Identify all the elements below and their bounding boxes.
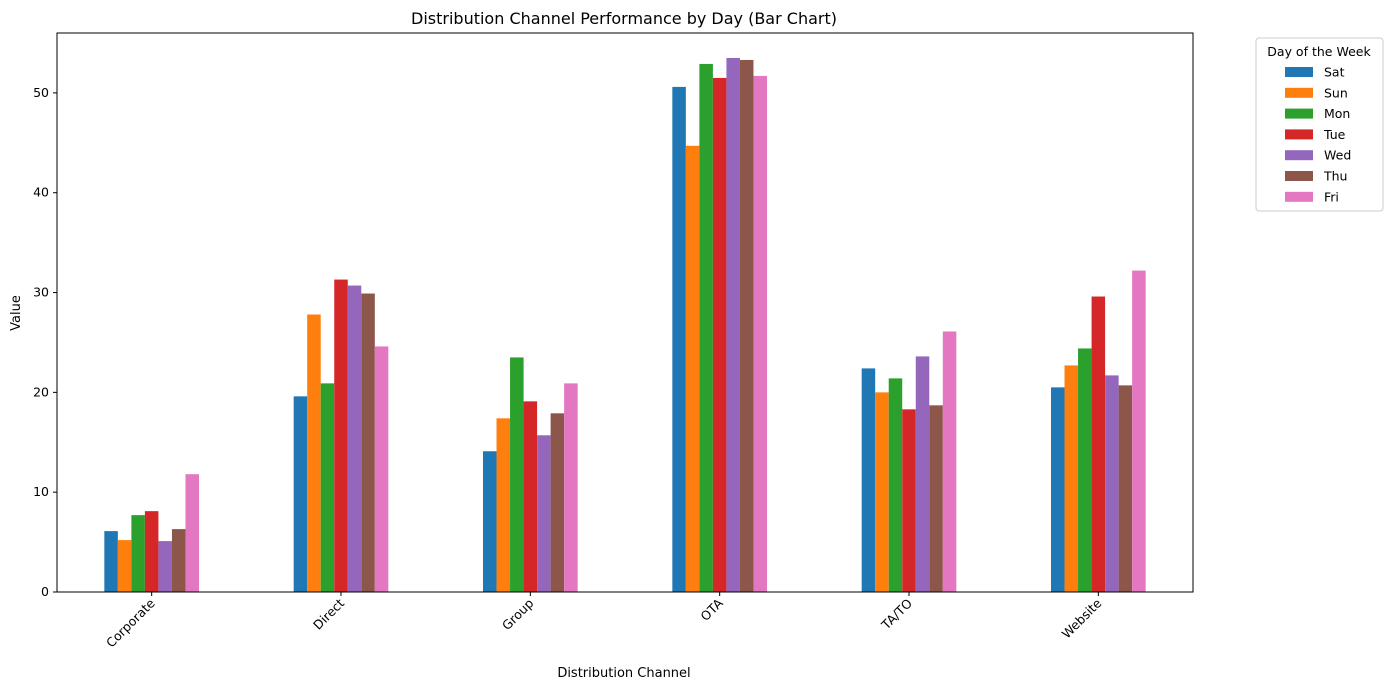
legend-label-tue: Tue [1323,127,1346,142]
bar-sat-direct [293,396,308,592]
bar-sun-ta-to [875,392,889,592]
legend-swatch-sun [1285,87,1313,98]
legend-swatch-mon [1285,108,1313,119]
bar-sat-ota [672,86,686,593]
y-axis-label: Value [9,295,24,331]
bar-mon-group [510,357,524,592]
bar-thu-ota [739,59,754,592]
y-tick-label: 10 [33,484,49,499]
plot-frame [56,32,1194,593]
bar-sun-direct [307,314,321,592]
x-tick-label: TA/TO [878,595,916,633]
legend-swatch-wed [1285,150,1313,161]
bar-sun-website [1064,365,1079,592]
bar-sat-ta-to [861,368,876,592]
legend-label-sat: Sat [1324,65,1345,80]
y-tick-label: 40 [33,185,49,200]
bar-sat-corporate [104,531,118,592]
bar-tue-corporate [144,511,159,592]
legend-label-wed: Wed [1324,148,1351,163]
x-axis-label: Distribution Channel [557,666,690,681]
bar-mon-ota [699,63,713,592]
bar-tue-ota [712,77,727,593]
y-tick-label: 30 [33,285,49,300]
bar-thu-corporate [171,529,186,592]
legend-title: Day of the Week [1267,44,1371,59]
bar-sat-group [483,451,497,592]
legend-items: Sat Sun Mon Tue Wed Thu Fri [1285,65,1351,204]
bar-fri-group [564,383,578,592]
bar-thu-direct [361,293,375,592]
legend-box [1255,37,1384,212]
bar-thu-website [1118,385,1133,592]
bar-wed-ta-to [915,356,930,592]
x-tick-label: Direct [310,595,347,632]
bar-wed-group [537,435,551,592]
bar-sun-ota [685,145,700,593]
y-tick-label: 50 [33,85,49,100]
legend-label-fri: Fri [1324,189,1339,204]
bar-tue-website [1091,296,1106,592]
legend-swatch-tue [1285,129,1313,140]
bar-wed-website [1105,375,1119,592]
chart-title: Distribution Channel Performance by Day … [411,9,837,28]
x-tick-label: OTA [697,595,726,624]
bar-sat-website [1051,387,1065,592]
legend-swatch-sat [1285,67,1313,77]
bar-thu-group [550,413,565,592]
bar-tue-ta-to [902,409,916,592]
bar-mon-corporate [131,515,145,592]
legend-label-sun: Sun [1324,85,1348,100]
legend-label-mon: Mon [1324,106,1350,121]
bar-fri-ota [753,75,767,593]
bar-fri-ta-to [942,331,957,592]
bar-tue-direct [334,279,348,592]
x-tick-label: Corporate [103,595,158,650]
bar-sun-group [496,418,511,592]
bar-wed-direct [347,285,362,592]
bar-mon-ta-to [888,378,903,592]
x-tick-label: Group [499,595,537,633]
bar-mon-direct [320,383,335,592]
plot-area: 0 10 20 30 40 50 Corporate Direct Group OTA TA/TO W… [33,32,1194,650]
legend-swatch-fri [1285,191,1313,202]
bar-tue-group [523,401,538,592]
legend-swatch-thu [1285,171,1313,181]
bar-fri-corporate [185,474,199,592]
bar-fri-direct [374,346,389,592]
legend: Day of the Week Sat Sun Mon Tue Wed Thu Fri [1255,37,1384,212]
bar-mon-website [1078,348,1092,592]
bar-fri-website [1132,270,1146,592]
legend-label-thu: Thu [1323,169,1347,184]
y-tick-label: 20 [33,384,49,399]
y-tick-label: 0 [41,584,49,599]
x-tick-label: Website [1059,595,1105,641]
bar-sun-corporate [117,540,132,592]
bar-wed-corporate [158,541,172,592]
bar-wed-ota [726,57,740,592]
bar-thu-ta-to [929,405,943,592]
